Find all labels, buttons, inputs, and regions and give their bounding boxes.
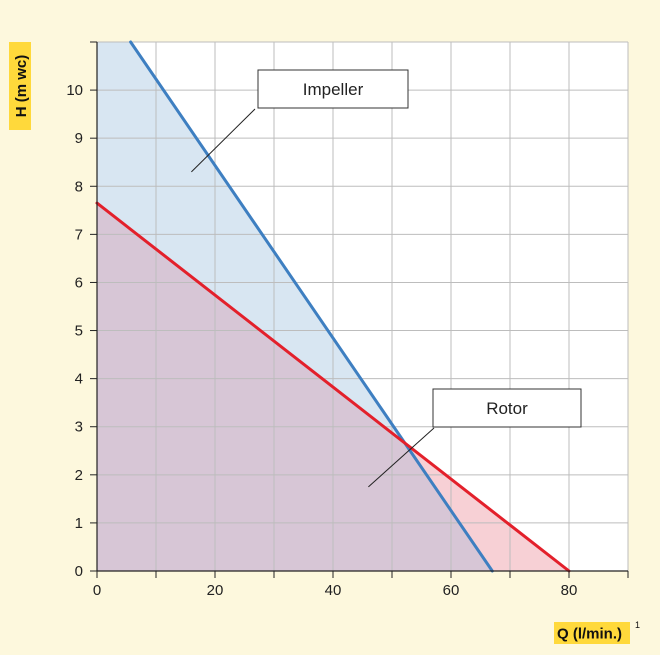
series-line-impeller (129, 40, 494, 573)
y-tick-label: 10 (66, 82, 83, 99)
annotation-leader-impeller (191, 108, 256, 173)
y-axis-title-text: H (m wc) (13, 55, 30, 118)
series-lines (95, 40, 571, 573)
annotation-label-impeller: Impeller (303, 80, 364, 99)
y-tick-label: 7 (75, 226, 83, 243)
y-tick-label: 2 (75, 467, 83, 484)
series-line-rotor (95, 201, 571, 573)
x-tick-label: 40 (325, 582, 342, 599)
annotation-label-rotor: Rotor (486, 399, 528, 418)
y-axis-title: H (m wc) (9, 42, 31, 130)
y-axis-title-highlight (9, 42, 31, 130)
y-tick-label: 9 (75, 130, 83, 147)
x-axis-footnote-marker: 1 (635, 620, 640, 630)
annotation-box-impeller (257, 69, 409, 109)
x-tick-label: 60 (443, 582, 460, 599)
axes (96, 42, 628, 572)
annotation-leader-rotor (368, 427, 435, 488)
x-tick-label: 20 (207, 582, 224, 599)
y-tick-label: 5 (75, 323, 83, 340)
x-axis-title-highlight (554, 622, 630, 644)
annotations: Impeller Rotor (191, 69, 582, 488)
x-tick-label: 0 (93, 582, 101, 599)
y-tick-label: 8 (75, 178, 83, 195)
x-tick-label: 80 (561, 582, 578, 599)
y-tick-label: 1 (75, 515, 83, 532)
x-axis-title-text: Q (l/min.) (557, 626, 622, 643)
annotation-box-rotor (432, 388, 582, 428)
grid-lines (96, 41, 629, 572)
y-tick-label: 0 (75, 563, 83, 580)
x-axis-title: Q (l/min.) 1 (554, 620, 640, 644)
overlap-area (97, 203, 493, 571)
y-tick-label: 4 (75, 371, 83, 388)
tick-labels: 0 20 40 60 80 0 1 2 3 4 5 6 7 8 9 10 (66, 41, 629, 599)
y-tick-label: 3 (75, 419, 83, 436)
y-tick-label: 6 (75, 274, 83, 291)
